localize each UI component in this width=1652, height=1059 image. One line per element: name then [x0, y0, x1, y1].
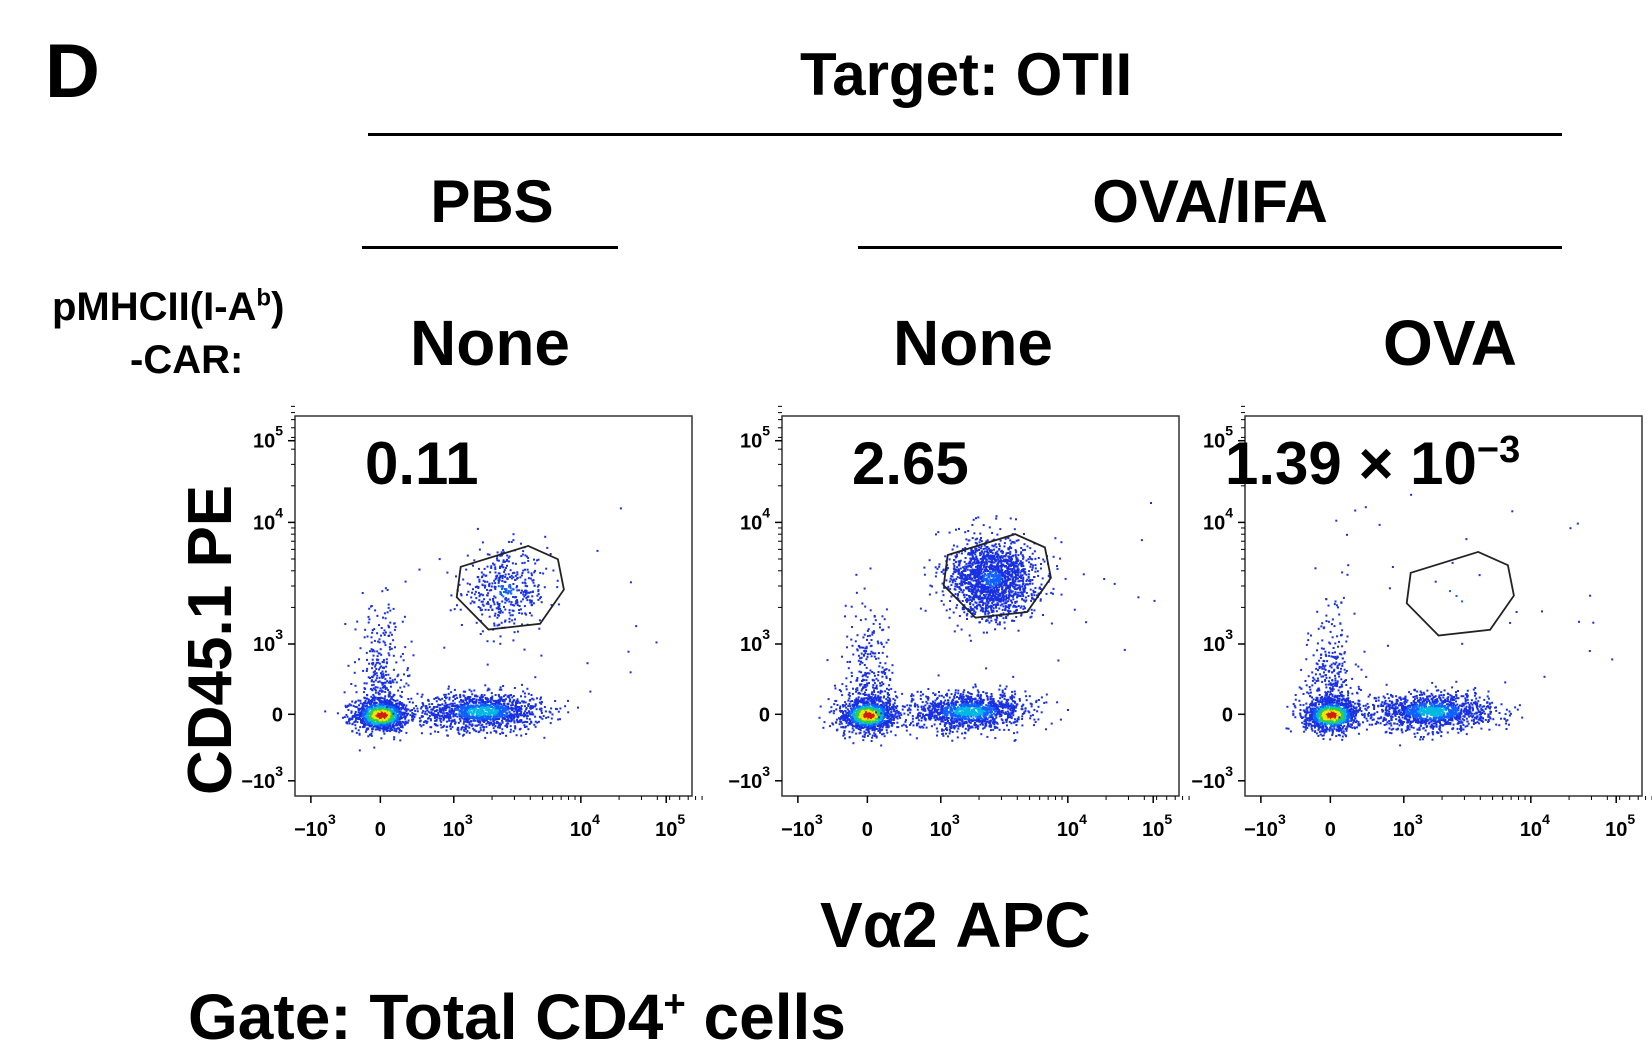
gate-polygon: [942, 533, 1052, 619]
x-tick-label: −103: [1244, 811, 1286, 841]
y-tick-label: −103: [241, 763, 283, 793]
car-value-2: None: [893, 307, 1053, 379]
group-label-pbs: PBS: [430, 168, 554, 235]
event-dots: [1285, 493, 1614, 747]
x-tick-label: 105: [1605, 811, 1635, 841]
y-tick-label: 0: [1222, 704, 1233, 726]
gate-frequency: 2.65: [852, 430, 969, 497]
y-tick-label: 0: [272, 704, 283, 726]
x-tick-label: 104: [1520, 811, 1550, 841]
event-dots: [324, 507, 658, 752]
x-tick-label: 103: [930, 811, 960, 841]
x-tick-label: 0: [862, 819, 873, 841]
group-underline-pbs: [362, 246, 618, 249]
y-tick-label: −103: [1191, 763, 1233, 793]
car-value-1: None: [410, 307, 570, 379]
car-row-label: pMHCII(I-Ab): [52, 284, 285, 329]
y-tick-label: 103: [740, 626, 770, 656]
gate-label: Gate: Total CD4+ cells: [188, 981, 846, 1053]
gate-frequency: 1.39 × 10−3: [1225, 429, 1520, 497]
gate-polygon: [1405, 550, 1515, 637]
x-tick-label: 104: [1057, 811, 1087, 841]
x-tick-label: 0: [375, 819, 386, 841]
x-axis-label: Vα2 APC: [820, 889, 1091, 961]
y-tick-label: 105: [253, 423, 283, 453]
plot-panel-1: 0.11 −103 −103 0 0 103 103 104 104 105 105: [241, 405, 703, 841]
y-tick-label: 104: [253, 504, 283, 534]
gate-frequency-exponent: −3: [1477, 429, 1520, 471]
car-value-3: OVA: [1383, 307, 1517, 379]
y-tick-label: 104: [1203, 504, 1233, 534]
x-tick-label: 0: [1325, 819, 1336, 841]
target-title: Target: OTII: [800, 41, 1133, 108]
x-tick-label: −103: [781, 811, 823, 841]
x-tick-label: 105: [655, 811, 685, 841]
group-label-ova-ifa: OVA/IFA: [1092, 168, 1328, 235]
event-dots: [818, 502, 1156, 747]
y-tick-label: −103: [728, 763, 770, 793]
x-tick-label: −103: [294, 811, 336, 841]
target-underline: [368, 133, 1562, 136]
gate-polygon: [455, 544, 565, 631]
x-tick-label: 103: [443, 811, 473, 841]
panel-letter: D: [45, 29, 100, 114]
x-tick-label: 105: [1142, 811, 1172, 841]
y-tick-label: 104: [740, 504, 770, 534]
car-row-label-line2: -CAR:: [130, 338, 244, 382]
x-tick-label: 103: [1393, 811, 1423, 841]
x-tick-label: 104: [570, 811, 600, 841]
plot-frame: [294, 415, 693, 797]
y-tick-label: 103: [253, 626, 283, 656]
plot-frame: [1244, 415, 1643, 797]
group-underline-ova-ifa: [858, 246, 1562, 249]
y-tick-label: 0: [759, 704, 770, 726]
plot-panel-2: 2.65 −103 −103 0 0 103 103 104 104 105 105: [728, 405, 1190, 841]
y-tick-label: 103: [1203, 626, 1233, 656]
y-tick-label: 105: [740, 423, 770, 453]
gate-frequency: 0.11: [365, 430, 478, 497]
